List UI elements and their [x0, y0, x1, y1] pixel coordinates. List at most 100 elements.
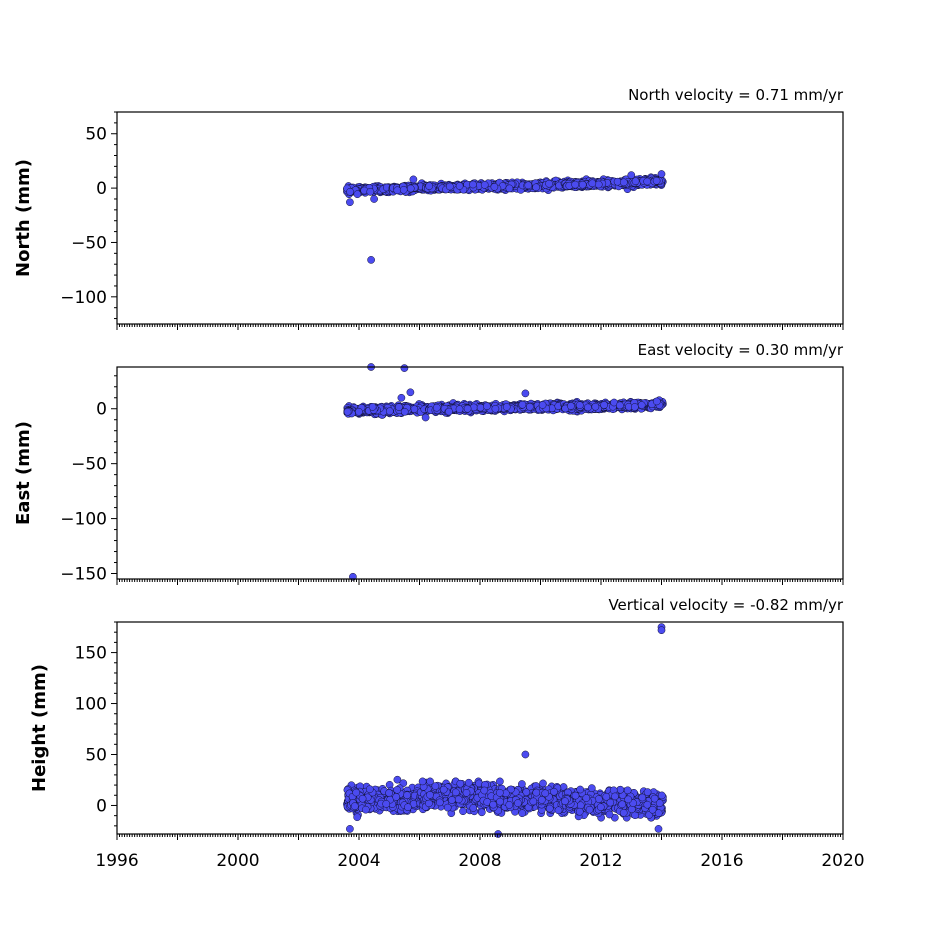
north-axes-frame — [116, 111, 844, 325]
east-data-point — [432, 403, 441, 412]
north-data-point — [455, 182, 464, 190]
north-data-point — [652, 176, 661, 185]
north-outlier-point — [346, 198, 354, 207]
east-data-point — [616, 401, 624, 410]
north-ytick-label: −100 — [60, 288, 107, 308]
height-data-point — [425, 799, 433, 808]
height-data-point — [352, 788, 361, 797]
east-data-point — [455, 405, 464, 414]
height-data-point — [435, 798, 444, 807]
north-ytick-label: 50 — [85, 125, 107, 145]
east-data-point — [385, 407, 394, 416]
height-data-point — [382, 800, 391, 808]
height-data-point — [456, 779, 465, 788]
height-data-point — [350, 802, 359, 811]
east-data-point — [483, 402, 491, 411]
east-data-point — [491, 404, 500, 413]
east-data-point — [476, 403, 485, 412]
east-data-point — [637, 401, 646, 409]
north-data-point — [532, 183, 540, 192]
east-data-point — [525, 402, 534, 411]
height-data-point — [464, 778, 473, 787]
north-data-point — [524, 181, 533, 190]
east-data-point — [355, 407, 363, 416]
east-data-point — [630, 403, 639, 411]
height-data-point — [529, 797, 538, 806]
north-data-point — [353, 190, 362, 199]
north-data-point — [406, 184, 415, 193]
east-data-point — [538, 401, 547, 409]
east-data-point — [463, 404, 472, 413]
height-data-point — [361, 805, 370, 814]
east-data-point — [584, 403, 592, 412]
east-ytick-label: −50 — [71, 455, 107, 475]
height-data-point — [418, 777, 427, 786]
east-ytick-label: −100 — [60, 510, 107, 530]
east-data-point — [502, 403, 511, 411]
north-points — [343, 170, 667, 264]
east-outlier-point — [400, 364, 409, 372]
north-data-point — [480, 181, 489, 189]
height-data-point — [495, 788, 504, 797]
height-data-point — [451, 788, 460, 797]
north-data-point — [425, 182, 434, 190]
north-yticks: 50 0 −50 −100 — [60, 111, 117, 320]
north-ytick-label: 0 — [96, 179, 107, 199]
north-ytick-label: −50 — [71, 233, 107, 253]
height-data-point — [489, 800, 498, 809]
height-data-point — [462, 788, 471, 797]
east-data-point — [567, 402, 575, 410]
east-data-point — [652, 397, 661, 406]
east-title: East velocity = 0.30 mm/yr — [638, 341, 844, 359]
north-data-point — [393, 186, 402, 195]
north-outlier-point — [370, 195, 378, 203]
east-data-point — [410, 405, 419, 414]
east-xticks — [116, 579, 844, 585]
east-data-point — [395, 403, 403, 411]
north-data-point — [594, 180, 603, 189]
height-data-point — [353, 813, 362, 822]
east-data-point — [445, 407, 453, 416]
height-data-point — [403, 791, 411, 800]
east-data-point — [400, 407, 409, 416]
panel-east: East velocity = 0.30 mm/yr 0−50−100−150 … — [13, 341, 844, 585]
height-data-point — [496, 777, 504, 786]
height-data-point — [554, 806, 563, 815]
east-data-point — [368, 403, 377, 411]
east-outlier-point — [406, 388, 415, 397]
north-data-point — [643, 177, 652, 186]
east-axes-frame — [116, 366, 844, 580]
east-outlier-point — [421, 413, 430, 422]
east-data-point — [518, 400, 527, 409]
height-data-point — [550, 787, 558, 796]
height-data-point — [426, 791, 434, 799]
height-data-point — [358, 794, 367, 803]
north-data-point — [545, 179, 553, 188]
height-data-point — [404, 803, 412, 812]
height-data-point — [477, 808, 486, 817]
north-data-point — [571, 180, 580, 189]
height-data-point — [443, 803, 452, 812]
north-data-point — [619, 178, 628, 187]
east-ytick-label: −150 — [60, 565, 107, 585]
north-data-point — [631, 177, 640, 186]
north-title: North velocity = 0.71 mm/yr — [628, 86, 844, 104]
north-outlier-point — [409, 175, 418, 184]
panel-north: North velocity = 0.71 mm/yr 50 0 −50 −100 N… — [13, 86, 844, 330]
east-outlier-point — [397, 393, 406, 402]
north-xticks — [116, 324, 844, 330]
north-data-point — [469, 180, 477, 189]
north-data-point — [490, 183, 499, 191]
east-outlier-point — [521, 389, 530, 398]
height-data-point — [537, 796, 546, 804]
height-title: Vertical velocity = -0.82 mm/yr — [608, 596, 843, 614]
north-data-point — [578, 180, 587, 189]
height-data-point — [518, 809, 527, 818]
east-ylabel: East (mm) — [13, 421, 34, 525]
north-outlier-point — [657, 170, 666, 178]
east-ytick-label: 0 — [96, 400, 107, 420]
height-data-point — [539, 779, 547, 788]
north-data-point — [505, 184, 514, 193]
north-data-point — [366, 187, 375, 196]
